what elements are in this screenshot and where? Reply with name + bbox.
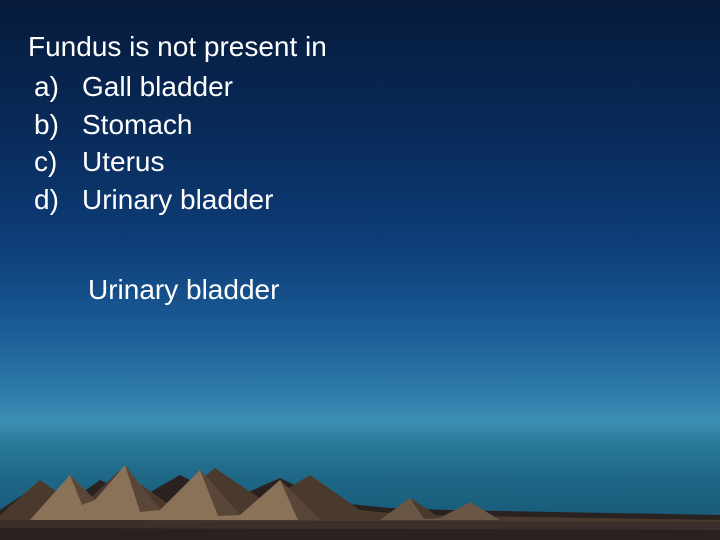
option-letter: b) xyxy=(28,106,82,144)
option-text: Stomach xyxy=(82,106,193,144)
option-row: a) Gall bladder xyxy=(28,68,327,106)
mountains-graphic xyxy=(0,420,720,540)
question-text: Fundus is not present in xyxy=(28,28,327,66)
options-list: a) Gall bladder b) Stomach c) Uterus d) … xyxy=(28,68,327,219)
option-text: Uterus xyxy=(82,143,164,181)
option-text: Urinary bladder xyxy=(82,181,273,219)
option-letter: d) xyxy=(28,181,82,219)
option-letter: a) xyxy=(28,68,82,106)
option-row: d) Urinary bladder xyxy=(28,181,327,219)
option-row: b) Stomach xyxy=(28,106,327,144)
option-row: c) Uterus xyxy=(28,143,327,181)
option-text: Gall bladder xyxy=(82,68,233,106)
option-letter: c) xyxy=(28,143,82,181)
slide-content: Fundus is not present in a) Gall bladder… xyxy=(28,28,327,309)
answer-text: Urinary bladder xyxy=(28,271,327,309)
